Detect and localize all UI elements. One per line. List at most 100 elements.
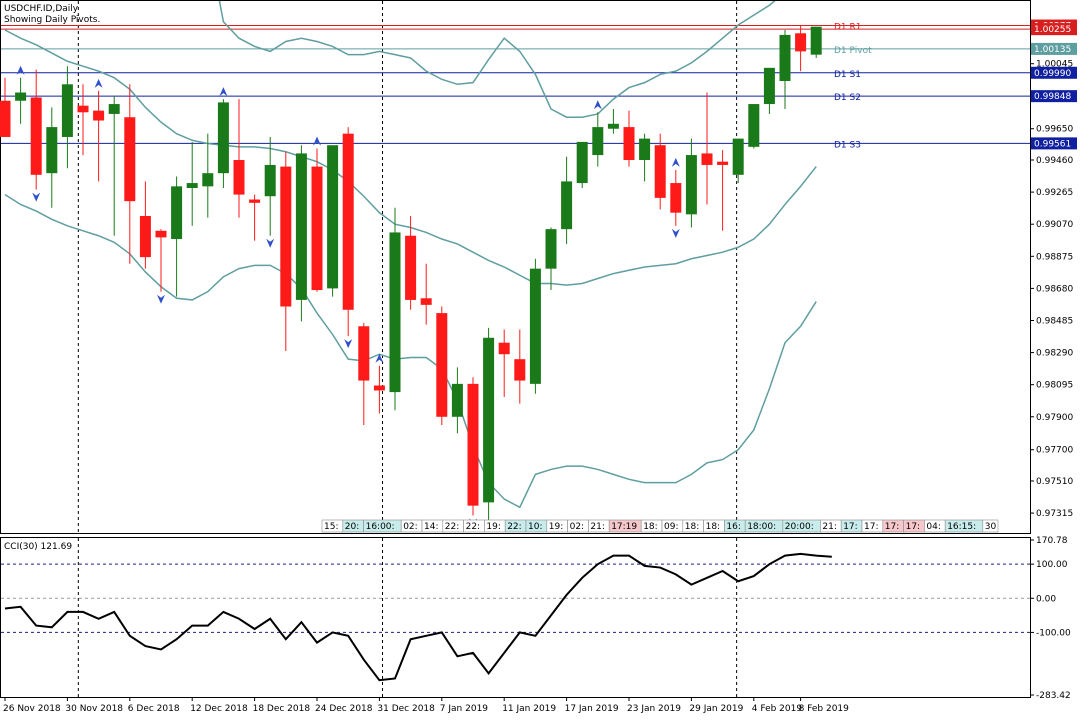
price-tick-label: 0.97510: [1036, 477, 1073, 487]
candle-bull: [763, 67, 775, 105]
price-axis: 1.00045 0.99650 0.99460 0.99265 0.99070 0.988…: [1030, 60, 1073, 519]
pivot-label: D1 Pivot: [834, 46, 872, 56]
time-strip-label: 18:: [706, 522, 720, 532]
pivot-price-tag-text: 0.99848: [1034, 92, 1071, 102]
date-tick-label: 24 Dec 2018: [315, 704, 373, 714]
candle-bull: [576, 141, 588, 184]
pivot-lines: D1 R1 D1 Pivot D1 S1 D1 S2 D1 S3: [1, 23, 1030, 150]
candle-bear: [467, 383, 479, 506]
candle-bull: [810, 26, 822, 55]
price-tick-label: 0.99265: [1036, 188, 1073, 198]
price-tick-label: 0.98095: [1036, 381, 1073, 391]
price-tick-label: 0.98290: [1036, 349, 1073, 359]
cci-tick-label: 100.00: [1036, 560, 1068, 570]
candle-bear: [358, 326, 370, 381]
pivot-label: D1 R1: [834, 23, 862, 33]
candle-bull: [108, 104, 120, 114]
candle-bull: [529, 268, 541, 384]
price-tick-label: 0.97700: [1036, 446, 1073, 456]
time-strip-label: 17:: [843, 522, 857, 532]
candle-bull: [748, 104, 760, 147]
date-tick-label: 7 Jan 2019: [440, 704, 488, 714]
candle-bull: [592, 127, 604, 156]
date-tick-label: 8 Feb 2019: [799, 704, 850, 714]
candle-bear: [654, 145, 666, 198]
time-strip-label: 14:: [424, 522, 438, 532]
pivot-price-tag-text: 0.99561: [1034, 139, 1071, 149]
envelope-outer-upper: [218, 1, 776, 118]
cci-tick-label: 170.78: [1036, 536, 1068, 546]
candle-bull: [779, 34, 791, 82]
cci-pane-frame: [0, 537, 1031, 698]
candle-bull: [607, 123, 619, 129]
time-strip-label: 17:: [885, 522, 899, 532]
pivot-price-tags: 1.002771.002551.001350.999900.998480.995…: [1031, 19, 1077, 150]
time-strip-label: 18:00:: [747, 522, 776, 532]
time-strip-cell: [982, 519, 999, 533]
pivot-price-tag: [1031, 42, 1077, 55]
fractal-down-arrow: [157, 294, 165, 304]
candle-bull: [217, 102, 229, 174]
date-axis: 26 Nov 2018 30 Nov 2018 6 Dec 2018 12 Dec 2…: [3, 697, 849, 714]
candle-bull: [561, 181, 573, 230]
time-strip-label: 09:: [664, 522, 678, 532]
candle-bear: [420, 298, 432, 305]
candle-bull: [389, 232, 401, 393]
session-separators: [77, 1, 738, 697]
candle-bull: [264, 164, 276, 197]
candle-bull: [46, 127, 58, 174]
time-strip-label: 18:: [685, 522, 699, 532]
fractal-up-arrow: [375, 353, 384, 363]
candle-bear: [498, 342, 510, 355]
date-tick-label: 11 Jan 2019: [502, 704, 556, 714]
candle-bear: [0, 100, 11, 137]
date-tick-label: 6 Dec 2018: [128, 704, 180, 714]
time-strip-label: 30: [985, 522, 997, 532]
date-tick-label: 29 Jan 2019: [689, 704, 743, 714]
fractal-down-arrow: [344, 339, 353, 349]
candle-bull: [202, 173, 214, 187]
pivot-price-tag: [1031, 137, 1077, 150]
candle-bull: [186, 183, 198, 188]
time-strip-label: 22:: [466, 522, 480, 532]
candle-bull: [295, 153, 307, 300]
date-tick-label: 23 Jan 2019: [627, 704, 681, 714]
time-strip-label: 16:: [726, 522, 740, 532]
fractal-up-arrow: [219, 87, 228, 97]
time-strip-label: 16:00:: [366, 522, 395, 532]
candle-bear: [514, 359, 526, 381]
candle-bear: [30, 97, 42, 175]
pivot-price-tag-text: 1.00255: [1034, 25, 1071, 35]
time-strip-label: 15:: [324, 522, 338, 532]
candle-bull: [15, 92, 27, 101]
candle-bull: [61, 84, 73, 137]
candle-bear: [670, 183, 682, 213]
fractal-down-arrow: [32, 192, 41, 202]
candle-bull: [639, 138, 651, 161]
price-tick-label: 1.00045: [1036, 60, 1073, 70]
time-strip-label: 20:00:: [785, 522, 814, 532]
date-tick-label: 31 Dec 2018: [377, 704, 435, 714]
cci-tick-label: -100.00: [1036, 628, 1071, 638]
price-tick-label: 0.97900: [1036, 413, 1073, 423]
pivot-label: D1 S1: [834, 70, 861, 80]
time-strip-label: 20:: [345, 522, 359, 532]
candle-bull: [545, 229, 557, 269]
date-tick-label: 12 Dec 2018: [190, 704, 248, 714]
date-tick-label: 26 Nov 2018: [3, 704, 61, 714]
candle-bull: [451, 383, 463, 417]
time-strip-label: 19:: [486, 522, 500, 532]
candle-bear: [155, 230, 167, 238]
pivot-label: D1 S3: [834, 140, 861, 150]
fractal-up-arrow: [16, 65, 25, 75]
cci-pane: [1, 552, 1030, 682]
cci-tick-label: 0.00: [1036, 594, 1056, 604]
price-tick-label: 0.99070: [1036, 220, 1073, 230]
candle-bear: [311, 166, 323, 291]
price-pane-frame: [0, 0, 1031, 534]
pivot-price-tag: [1031, 23, 1077, 36]
price-tick-label: 0.99460: [1036, 156, 1073, 166]
time-strip-label: 04:: [926, 522, 940, 532]
candle-bear: [233, 160, 245, 195]
